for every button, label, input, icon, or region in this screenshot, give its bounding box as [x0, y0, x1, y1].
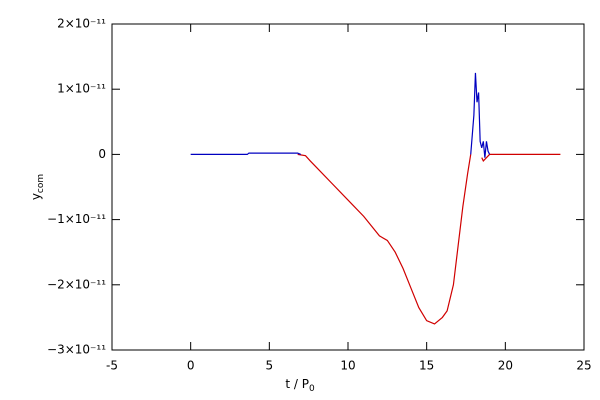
x-label-main: t / P [285, 377, 309, 391]
y-tick-label: −2×10⁻¹¹ [47, 277, 106, 291]
data-line [297, 153, 561, 325]
y-axis-label: ycom [29, 174, 46, 200]
x-tick-label: -5 [106, 359, 118, 373]
data-line [190, 72, 491, 158]
x-tick-label: 15 [419, 359, 434, 373]
y-tick-label: 0 [98, 147, 106, 161]
y-tick-label: −1×10⁻¹¹ [47, 212, 106, 226]
y-label-main: y [29, 193, 43, 200]
x-axis-label: t / P0 [285, 377, 315, 394]
y-tick-label: −3×10⁻¹¹ [47, 343, 106, 357]
x-tick-label: 0 [187, 359, 195, 373]
y-tick-label: 1×10⁻¹¹ [57, 82, 106, 96]
plot-frame [111, 23, 585, 351]
y-tick-label: 2×10⁻¹¹ [57, 17, 106, 31]
x-label-sub: 0 [309, 384, 315, 394]
x-tick-label: 20 [498, 359, 513, 373]
x-tick-label: 5 [266, 359, 274, 373]
x-tick-label: 10 [340, 359, 355, 373]
x-tick-label: 25 [576, 359, 591, 373]
y-label-sub: com [36, 174, 46, 193]
